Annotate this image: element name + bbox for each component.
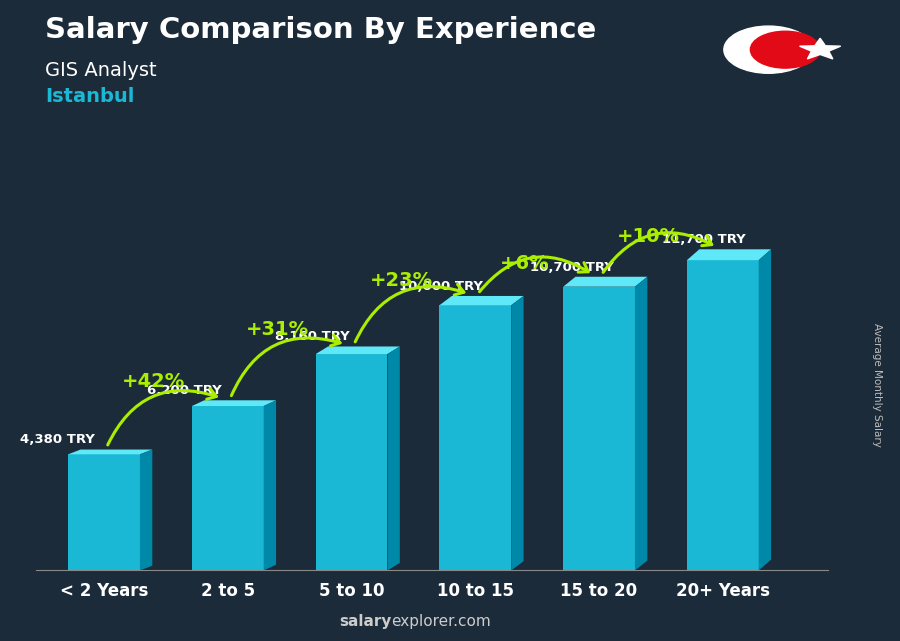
Text: +42%: +42% — [122, 372, 185, 391]
Polygon shape — [635, 277, 647, 570]
Text: Istanbul: Istanbul — [45, 87, 134, 106]
Text: Average Monthly Salary: Average Monthly Salary — [872, 322, 883, 447]
Polygon shape — [140, 449, 152, 570]
Text: salary: salary — [339, 615, 392, 629]
Polygon shape — [563, 287, 635, 570]
Polygon shape — [511, 296, 524, 570]
Text: GIS Analyst: GIS Analyst — [45, 61, 157, 80]
Polygon shape — [192, 406, 264, 570]
Text: +6%: +6% — [500, 254, 550, 273]
FancyArrowPatch shape — [480, 257, 589, 292]
Text: 10,700 TRY: 10,700 TRY — [530, 260, 614, 274]
Polygon shape — [563, 277, 647, 287]
Text: +23%: +23% — [370, 271, 433, 290]
FancyArrowPatch shape — [231, 335, 340, 395]
Polygon shape — [192, 400, 276, 406]
Text: 11,700 TRY: 11,700 TRY — [662, 233, 746, 246]
Text: 8,160 TRY: 8,160 TRY — [274, 330, 349, 344]
Polygon shape — [687, 249, 771, 260]
Polygon shape — [439, 296, 524, 305]
Polygon shape — [316, 347, 400, 354]
Text: 4,380 TRY: 4,380 TRY — [20, 433, 94, 446]
Polygon shape — [439, 305, 511, 570]
Text: +10%: +10% — [617, 226, 680, 246]
Polygon shape — [264, 400, 276, 570]
Text: 10,000 TRY: 10,000 TRY — [399, 279, 482, 293]
FancyArrowPatch shape — [603, 233, 712, 272]
Text: explorer.com: explorer.com — [392, 615, 491, 629]
Text: +31%: +31% — [246, 320, 309, 338]
Polygon shape — [687, 260, 759, 570]
Polygon shape — [316, 354, 387, 570]
Polygon shape — [68, 449, 152, 454]
Polygon shape — [759, 249, 771, 570]
Text: Salary Comparison By Experience: Salary Comparison By Experience — [45, 16, 596, 44]
FancyArrowPatch shape — [108, 388, 216, 445]
Text: 6,200 TRY: 6,200 TRY — [147, 384, 222, 397]
Polygon shape — [799, 38, 841, 59]
FancyArrowPatch shape — [356, 285, 464, 342]
Circle shape — [751, 31, 820, 68]
Polygon shape — [387, 347, 400, 570]
Polygon shape — [68, 454, 140, 570]
Circle shape — [724, 26, 814, 73]
